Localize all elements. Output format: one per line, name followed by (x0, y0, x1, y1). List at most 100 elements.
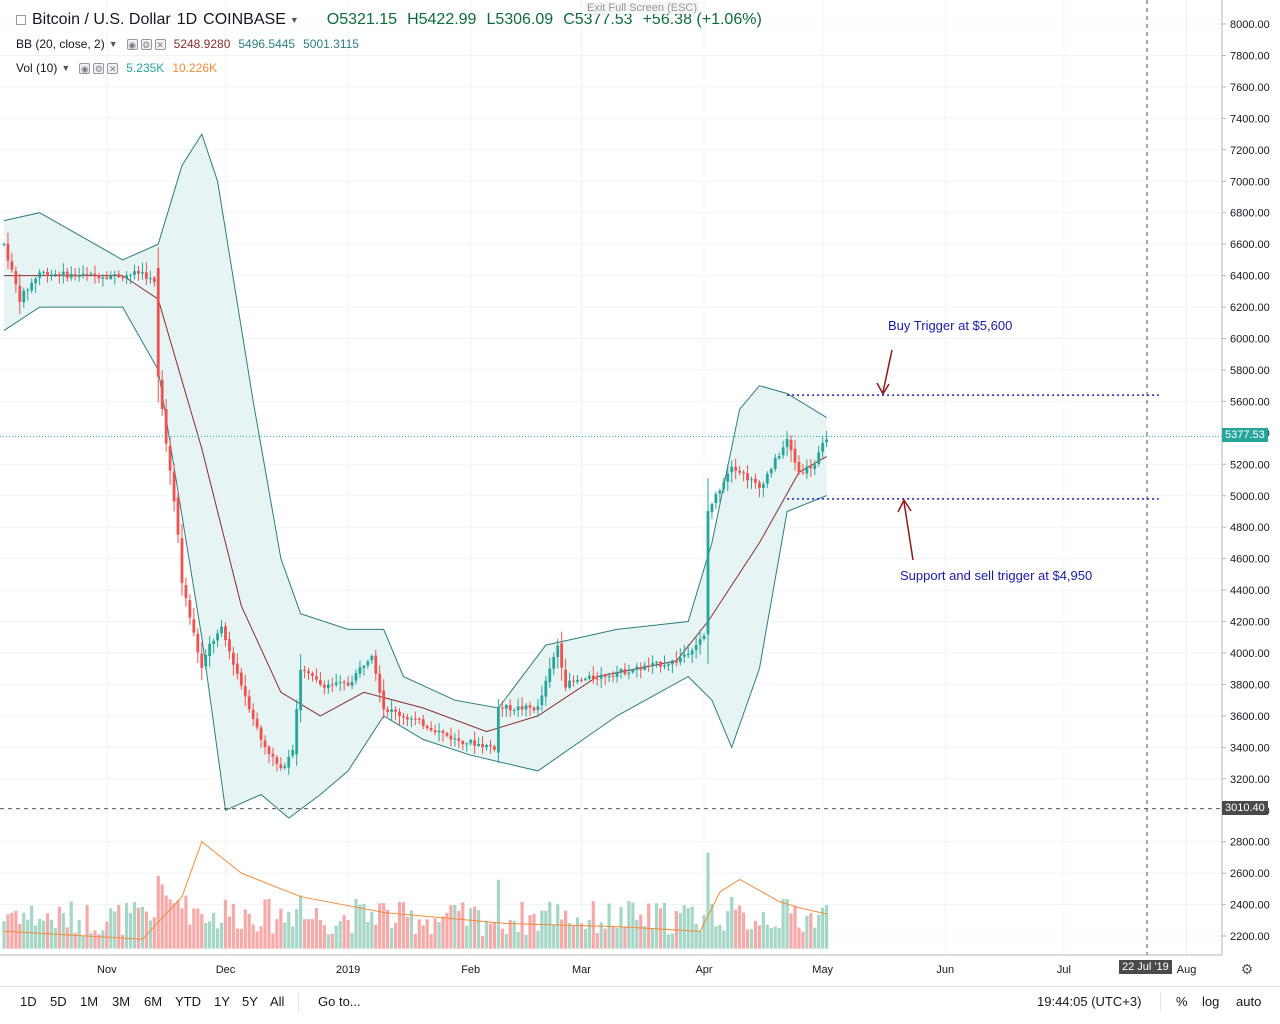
volume-bar (393, 922, 398, 949)
volume-bar (243, 909, 247, 949)
log-toggle[interactable]: log (1202, 994, 1220, 1009)
change-value: +56.38 (+1.06%) (642, 11, 762, 28)
candle-body (133, 271, 136, 275)
exchange[interactable]: COINBASE (203, 11, 286, 28)
volume-bar (279, 908, 283, 949)
volume-bar (567, 923, 572, 949)
volume-bar (57, 906, 61, 949)
candle-body (591, 675, 595, 679)
candle-body (674, 660, 678, 663)
price-tick-label: 2600.00 (1230, 868, 1270, 880)
candle-body (394, 709, 397, 712)
collapse-icon[interactable] (16, 15, 26, 25)
chevron-down-icon[interactable]: ▼ (108, 39, 118, 49)
candle-body (255, 718, 259, 728)
volume-bar (105, 921, 109, 949)
candle-body (322, 684, 326, 688)
timeframe-1d[interactable]: 1D (20, 994, 37, 1009)
candle-body (690, 650, 694, 655)
candle-body (496, 707, 500, 753)
volume-bar (255, 931, 259, 949)
timeframe-ytd[interactable]: YTD (175, 994, 201, 1009)
candle-body (576, 679, 579, 682)
volume-bar (247, 913, 251, 949)
candle-body (172, 471, 176, 502)
candle-body (615, 672, 619, 677)
candle-body (358, 667, 362, 674)
eye-icon[interactable]: ◉ (126, 38, 138, 50)
candle-body (667, 664, 670, 666)
volume-bar (338, 921, 342, 949)
price-chart[interactable]: 8000.00 7800.00 7600.00 7400.00 7200.00 7000.… (0, 0, 1280, 986)
eye-icon[interactable]: ◉ (79, 62, 91, 74)
close-value: C5377.53 (563, 11, 633, 28)
price-tick-label: 4400.00 (1230, 585, 1270, 597)
price-tick-label: 6200.00 (1230, 302, 1270, 314)
volume-bar (291, 926, 295, 949)
bb-label[interactable]: BB (20, close, 2) (16, 37, 105, 51)
volume-bar (682, 905, 686, 949)
candle-body (85, 273, 89, 275)
exit-fullscreen-tip[interactable]: Exit Full Screen (ESC) (585, 2, 700, 14)
candle-body (746, 473, 749, 481)
volume-bar (449, 905, 453, 949)
candle-body (259, 727, 263, 740)
gear-icon[interactable]: ⚙ (140, 38, 152, 50)
candle-body (121, 277, 125, 279)
timeframe-5d[interactable]: 5D (50, 994, 67, 1009)
close-icon[interactable]: ✕ (107, 62, 119, 74)
vol-value: 5.235K (126, 61, 165, 75)
volume-bar (741, 912, 746, 949)
volume-bar (797, 927, 801, 949)
volume-bar (97, 934, 101, 949)
volume-bar (69, 901, 73, 949)
candle-body (441, 730, 445, 733)
volume-bar (386, 909, 390, 949)
auto-toggle[interactable]: auto (1236, 994, 1262, 1009)
candle-body (196, 633, 200, 653)
price-tick-label: 2200.00 (1230, 931, 1270, 943)
volume-bar (136, 907, 141, 949)
volume-bar (520, 901, 524, 949)
timeframe-all[interactable]: All (270, 994, 285, 1009)
candle-body (6, 243, 10, 261)
price-tick-label: 6400.00 (1230, 271, 1270, 283)
candle-body (239, 672, 243, 686)
close-icon[interactable]: ✕ (154, 38, 166, 50)
high-value: H5422.99 (407, 11, 477, 28)
timeframe-1m[interactable]: 1M (80, 994, 99, 1009)
candle-body (251, 709, 255, 720)
volume-bar (429, 934, 433, 949)
interval[interactable]: 1D (176, 11, 198, 28)
chevron-down-icon[interactable]: ▼ (289, 15, 299, 25)
chevron-down-icon[interactable]: ▼ (61, 63, 71, 73)
timeframe-6m[interactable]: 6M (144, 994, 163, 1009)
goto-button[interactable]: Go to... (318, 994, 361, 1009)
volume-bar (702, 915, 706, 949)
timeframe-5y[interactable]: 5Y (242, 994, 258, 1009)
timeframe-1y[interactable]: 1Y (214, 994, 230, 1009)
candle-body (101, 277, 105, 279)
volume-bar (302, 919, 307, 949)
timeframe-3m[interactable]: 3M (112, 994, 131, 1009)
volume-bar (378, 903, 382, 949)
gear-icon[interactable]: ⚙ (93, 62, 105, 74)
candle-body (500, 707, 504, 709)
buy-trigger-label: Buy Trigger at $5,600 (888, 318, 1013, 333)
volume-bar (61, 913, 65, 949)
percent-toggle[interactable]: % (1176, 994, 1188, 1009)
volume-bar (575, 917, 580, 949)
vol-label[interactable]: Vol (10) (16, 61, 58, 75)
bottom-toolbar: 1D 5D 1M 3M 6M YTD 1Y 5Y All Go to... 19… (0, 986, 1280, 1017)
volume-bar (125, 903, 129, 949)
volume-bar (164, 895, 168, 949)
candle-body (568, 680, 571, 688)
volume-bar (235, 928, 239, 949)
candle-body (809, 466, 813, 469)
price-axis-bg (1222, 0, 1280, 955)
candle-body (303, 669, 306, 671)
volume-bar (813, 927, 817, 949)
volume-bar (34, 925, 38, 949)
volume-bar (749, 929, 754, 949)
symbol-name[interactable]: Bitcoin / U.S. Dollar (32, 11, 171, 28)
